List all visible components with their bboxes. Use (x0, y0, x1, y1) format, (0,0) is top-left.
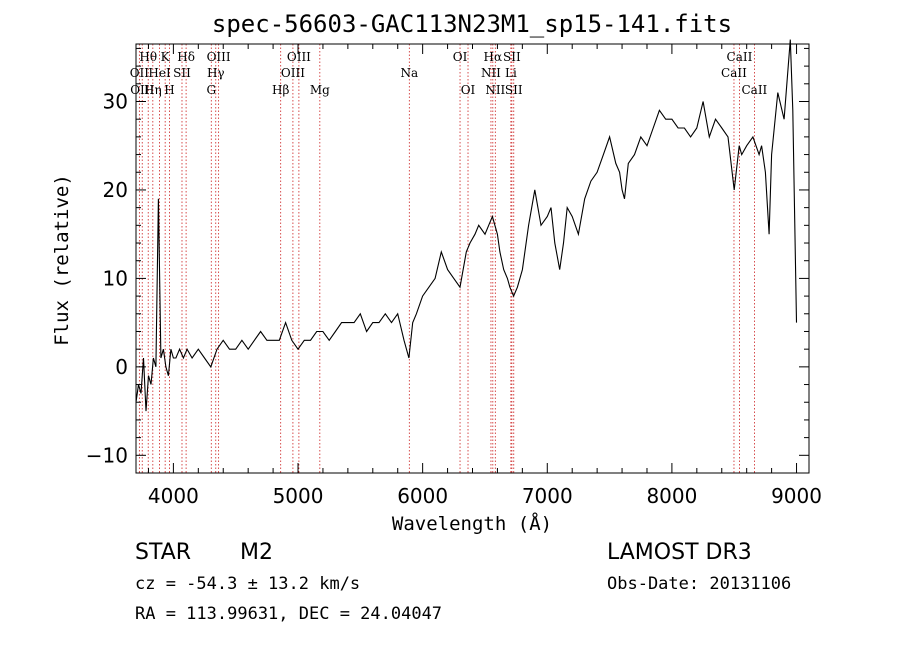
x-axis-ticks: 4000 5000 6000 7000 8000 9000 (148, 44, 822, 508)
emission-line-label: CaII (741, 83, 767, 97)
survey-name: LAMOST DR3 (607, 540, 752, 565)
x-tick-label: 9000 (771, 484, 822, 508)
y-tick-label: 30 (103, 89, 128, 113)
emission-line-label: Hη (144, 83, 162, 97)
emission-line-label: SII (503, 50, 521, 64)
chart-title: spec-56603-GAC113N23M1_sp15-141.fits (212, 10, 732, 38)
coordinates: RA = 113.99631, DEC = 24.04047 (135, 604, 443, 624)
object-class: STAR (135, 540, 192, 565)
emission-line-label: Na (400, 66, 418, 80)
y-tick-label: 0 (115, 355, 128, 379)
emission-line-label: Hα (484, 50, 503, 64)
emission-line-label: Hβ (272, 83, 289, 97)
emission-line-label: NII (485, 83, 505, 97)
emission-line-label: Mg (310, 83, 330, 97)
y-axis-ticks: −10 0 10 20 30 (86, 47, 809, 467)
emission-line-label: CaII (721, 66, 747, 80)
emission-line-label: Hδ (177, 50, 195, 64)
redshift-velocity: cz = -54.3 ± 13.2 km/s (135, 574, 361, 594)
x-tick-label: 6000 (397, 484, 448, 508)
y-tick-label: 10 (103, 266, 128, 290)
emission-line-label: SII (505, 83, 523, 97)
x-tick-label: 8000 (646, 484, 697, 508)
emission-line-label: OI (453, 50, 468, 64)
y-tick-label: −10 (86, 443, 128, 467)
emission-line-label: H (164, 83, 174, 97)
emission-line-label: OIII (281, 66, 305, 80)
x-tick-label: 7000 (522, 484, 573, 508)
x-axis-label: Wavelength (Å) (392, 512, 552, 535)
emission-line-label: Hθ (139, 50, 157, 64)
emission-line-label: Li (505, 66, 517, 80)
emission-line-label: Hγ (207, 66, 225, 80)
y-axis-label: Flux (relative) (51, 174, 73, 346)
emission-line-label: CaII (727, 50, 753, 64)
object-subclass: M2 (240, 540, 273, 565)
plot-frame (135, 43, 810, 474)
spectrum-line (135, 39, 798, 412)
emission-line-label: NII (481, 66, 501, 80)
emission-line-label: OIII (207, 50, 231, 64)
x-tick-label: 5000 (273, 484, 324, 508)
y-tick-label: 20 (103, 178, 128, 202)
emission-line-label: HeI (148, 66, 171, 80)
emission-line-label: OIII (287, 50, 311, 64)
emission-line-label: K (161, 50, 171, 64)
observation-date: Obs-Date: 20131106 (607, 574, 792, 594)
emission-line-label: OII (130, 66, 150, 80)
emission-line-label: SII (173, 66, 191, 80)
emission-line-label: OI (461, 83, 476, 97)
x-tick-label: 4000 (148, 484, 199, 508)
emission-line-label: G (206, 83, 216, 97)
emission-line-markers (138, 44, 755, 473)
